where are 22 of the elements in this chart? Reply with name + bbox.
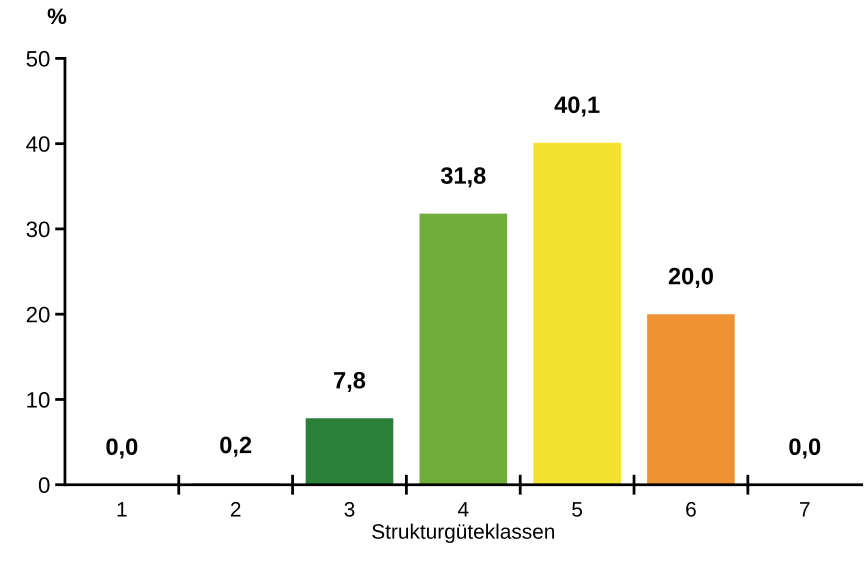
data-label: 31,8 bbox=[440, 167, 486, 188]
x-tick-label: 4 bbox=[458, 502, 468, 516]
x-tick-label: 6 bbox=[686, 502, 696, 517]
y-tick-label: 30 bbox=[26, 221, 50, 238]
y-tick-label: 0 bbox=[38, 477, 50, 493]
y-axis-title: % bbox=[48, 8, 66, 24]
x-tick-label: 3 bbox=[344, 502, 354, 517]
x-tick-label: 7 bbox=[800, 502, 810, 516]
x-tick-label: 5 bbox=[572, 502, 582, 517]
data-label: 0,0 bbox=[106, 438, 138, 458]
y-tick-label: 40 bbox=[26, 136, 50, 152]
data-label: 40,1 bbox=[554, 96, 600, 117]
data-label: 20,0 bbox=[668, 268, 713, 288]
x-tick-label: 2 bbox=[230, 502, 240, 516]
data-label: 0,0 bbox=[789, 438, 820, 458]
data-label: 0,2 bbox=[220, 436, 252, 457]
y-tick-label: 50 bbox=[26, 50, 50, 67]
y-tick-label: 20 bbox=[26, 306, 50, 322]
y-tick-label: 10 bbox=[27, 392, 50, 408]
x-axis-title: Strukturgüteklassen bbox=[372, 524, 554, 544]
x-tick-label: 1 bbox=[118, 502, 127, 516]
data-label: 7,8 bbox=[334, 372, 366, 392]
